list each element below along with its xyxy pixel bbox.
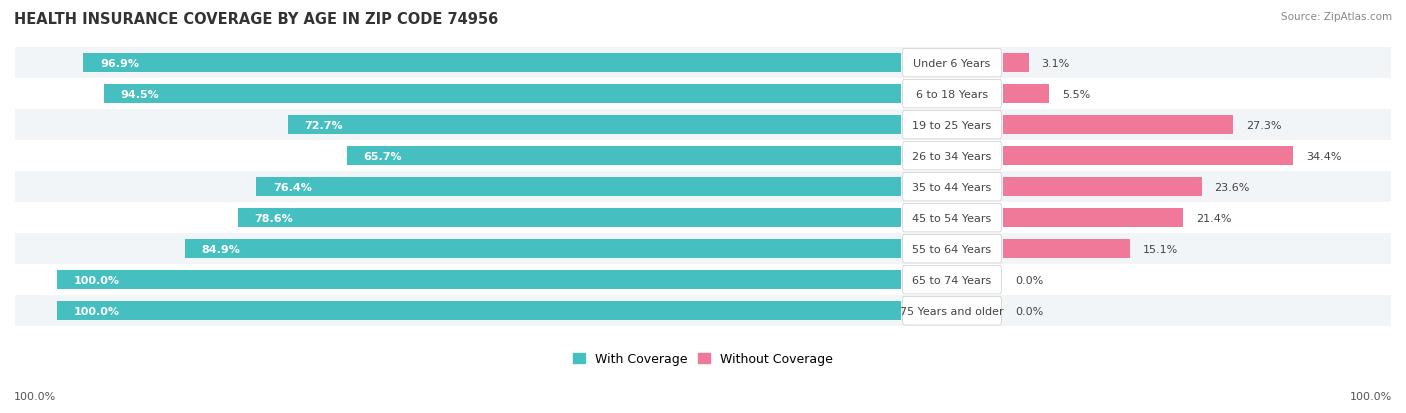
Text: 100.0%: 100.0% [75, 306, 120, 316]
Text: 65 to 74 Years: 65 to 74 Years [912, 275, 991, 285]
Text: Source: ZipAtlas.com: Source: ZipAtlas.com [1281, 12, 1392, 22]
Bar [15, 234, 1391, 264]
Bar [1002, 54, 1029, 73]
Bar [58, 301, 901, 320]
Text: 19 to 25 Years: 19 to 25 Years [912, 120, 991, 131]
Text: 6 to 18 Years: 6 to 18 Years [915, 89, 988, 100]
Text: 34.4%: 34.4% [1306, 151, 1341, 161]
Bar [256, 178, 901, 197]
Text: 3.1%: 3.1% [1042, 59, 1070, 69]
FancyBboxPatch shape [903, 297, 1001, 325]
FancyBboxPatch shape [903, 235, 1001, 263]
Bar [1002, 116, 1233, 135]
Bar [104, 85, 901, 104]
Bar [58, 271, 901, 290]
Bar [1002, 178, 1202, 197]
Legend: With Coverage, Without Coverage: With Coverage, Without Coverage [568, 347, 838, 370]
Text: 55 to 64 Years: 55 to 64 Years [912, 244, 991, 254]
Bar [1002, 209, 1184, 228]
Text: 21.4%: 21.4% [1197, 213, 1232, 223]
Text: 100.0%: 100.0% [75, 275, 120, 285]
Bar [83, 54, 901, 73]
Text: 45 to 54 Years: 45 to 54 Years [912, 213, 991, 223]
Bar [15, 48, 1391, 79]
Text: 15.1%: 15.1% [1143, 244, 1178, 254]
FancyBboxPatch shape [903, 142, 1001, 171]
Text: Under 6 Years: Under 6 Years [914, 59, 991, 69]
Text: 5.5%: 5.5% [1062, 89, 1090, 100]
FancyBboxPatch shape [903, 49, 1001, 78]
FancyBboxPatch shape [903, 204, 1001, 233]
FancyBboxPatch shape [903, 111, 1001, 140]
Text: 96.9%: 96.9% [100, 59, 139, 69]
Bar [288, 116, 901, 135]
Text: 65.7%: 65.7% [364, 151, 402, 161]
Text: 72.7%: 72.7% [305, 120, 343, 131]
Text: 100.0%: 100.0% [14, 391, 56, 401]
Bar [347, 147, 901, 166]
Bar [15, 110, 1391, 141]
Bar [15, 203, 1391, 234]
Bar [238, 209, 901, 228]
FancyBboxPatch shape [903, 173, 1001, 202]
Text: 26 to 34 Years: 26 to 34 Years [912, 151, 991, 161]
Text: 94.5%: 94.5% [121, 89, 159, 100]
Bar [15, 141, 1391, 172]
Bar [1002, 240, 1130, 259]
Bar [184, 240, 901, 259]
Bar [15, 264, 1391, 295]
Text: 27.3%: 27.3% [1246, 120, 1281, 131]
Text: 75 Years and older: 75 Years and older [900, 306, 1004, 316]
Text: 23.6%: 23.6% [1215, 182, 1250, 192]
Text: 76.4%: 76.4% [273, 182, 312, 192]
FancyBboxPatch shape [903, 80, 1001, 109]
Text: 84.9%: 84.9% [201, 244, 240, 254]
Text: 35 to 44 Years: 35 to 44 Years [912, 182, 991, 192]
Text: 78.6%: 78.6% [254, 213, 294, 223]
Text: HEALTH INSURANCE COVERAGE BY AGE IN ZIP CODE 74956: HEALTH INSURANCE COVERAGE BY AGE IN ZIP … [14, 12, 498, 27]
Text: 100.0%: 100.0% [1350, 391, 1392, 401]
Bar [1002, 147, 1294, 166]
FancyBboxPatch shape [903, 266, 1001, 294]
Text: 0.0%: 0.0% [1015, 275, 1043, 285]
Text: 0.0%: 0.0% [1015, 306, 1043, 316]
Bar [1002, 85, 1049, 104]
Bar [15, 295, 1391, 326]
Bar [15, 172, 1391, 203]
Bar [15, 79, 1391, 110]
